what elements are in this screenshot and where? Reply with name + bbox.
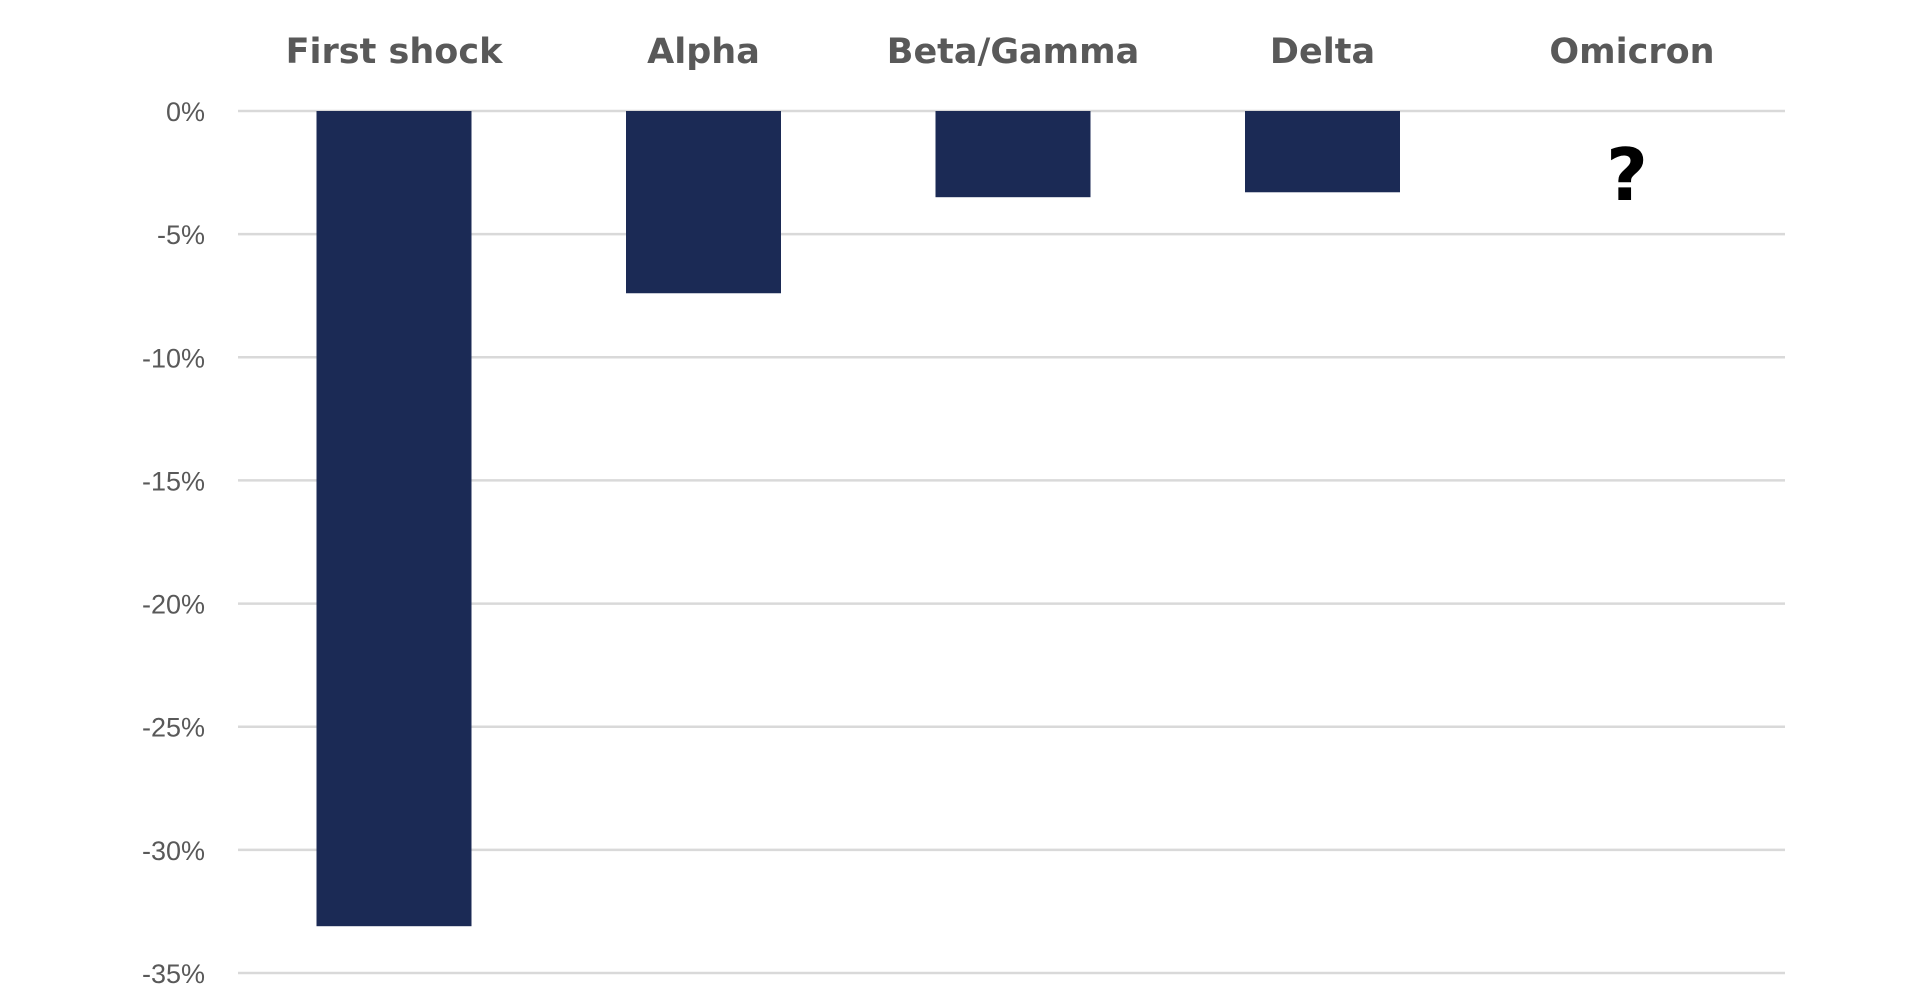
y-tick-label: -15%: [142, 466, 205, 496]
y-tick-label: -10%: [142, 343, 205, 373]
y-tick-label: -30%: [142, 836, 205, 866]
bars: [316, 111, 1400, 927]
y-axis-tick-labels: 0% -5% -10% -15% -20% -25% -30% -35%: [142, 97, 205, 989]
annotation-question-mark: ?: [1606, 133, 1648, 217]
y-tick-label: -20%: [142, 590, 205, 620]
y-tick-label: 0%: [166, 97, 205, 127]
category-labels: First shock Alpha Beta/Gamma Delta Omicron: [286, 32, 1715, 72]
category-label: Delta: [1270, 32, 1375, 72]
bar: [316, 111, 472, 927]
category-label: Alpha: [647, 32, 760, 72]
gridlines: [238, 109, 1785, 975]
bar: [626, 111, 781, 294]
y-tick-label: -5%: [157, 220, 205, 250]
bar: [1245, 111, 1400, 193]
y-tick-label: -35%: [142, 959, 205, 989]
category-label: Omicron: [1549, 32, 1714, 72]
y-tick-label: -25%: [142, 713, 205, 743]
annotations: ?: [1606, 133, 1648, 217]
category-label: Beta/Gamma: [887, 32, 1139, 72]
category-label: First shock: [286, 32, 503, 72]
bar: [935, 111, 1091, 198]
